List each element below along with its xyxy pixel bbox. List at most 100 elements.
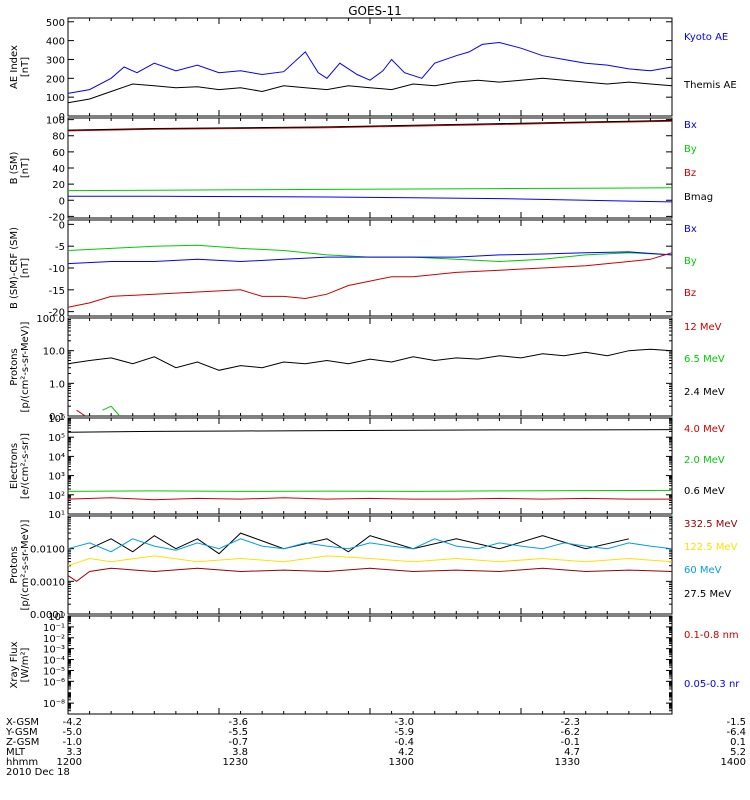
y-axis-label: [nT] bbox=[20, 258, 31, 278]
series-bz bbox=[67, 120, 673, 132]
legend-entry: Bx bbox=[684, 224, 697, 235]
y-tick-label: 60 bbox=[52, 148, 65, 159]
y-axis-label: [W/m²] bbox=[20, 647, 31, 682]
panel-frame bbox=[67, 317, 673, 417]
y-axis-label: B (SM) bbox=[9, 151, 20, 184]
y-axis-label: B (SM)-CRF (SM) bbox=[9, 227, 20, 309]
series-2-4-mev bbox=[67, 348, 673, 371]
axis-row-value: -0.4 bbox=[394, 737, 414, 748]
y-tick-label: 10⁴ bbox=[48, 452, 65, 463]
y-tick-label: 10⁻⁸ bbox=[43, 699, 65, 710]
y-tick-label: 0.0010 bbox=[30, 577, 65, 588]
panel-frame bbox=[67, 17, 673, 117]
axis-row-value: 3.3 bbox=[66, 747, 82, 758]
legend-entry: 0.1-0.8 nm bbox=[684, 630, 739, 641]
y-axis-label: Protons bbox=[9, 546, 20, 583]
axis-row-value: -2.3 bbox=[560, 717, 580, 728]
y-tick-label: 10⁻¹ bbox=[43, 623, 65, 634]
y-tick-label: 20 bbox=[52, 180, 65, 191]
legend-entry: 332.5 MeV bbox=[684, 519, 738, 530]
series-themis-ae bbox=[67, 77, 673, 104]
axis-row-value: 1230 bbox=[223, 757, 248, 768]
series-bz bbox=[67, 252, 673, 308]
legend-entry: 6.5 MeV bbox=[684, 354, 725, 365]
y-tick-label: 0 bbox=[59, 220, 65, 231]
axis-row-value: 1200 bbox=[57, 757, 82, 768]
panel-frame bbox=[67, 615, 673, 715]
axis-row-label: Z-GSM bbox=[6, 737, 39, 748]
legend-entry: Bz bbox=[684, 168, 696, 179]
axis-row-value: -5.9 bbox=[394, 727, 414, 738]
series-332-5-mev bbox=[67, 567, 673, 582]
axis-row-value: 0.1 bbox=[730, 737, 746, 748]
series-4-0-mev bbox=[67, 497, 672, 501]
y-axis-label: Electrons bbox=[9, 443, 20, 489]
y-tick-label: 300 bbox=[46, 55, 65, 66]
y-tick-label: 100 bbox=[46, 93, 65, 104]
legend-entry: By bbox=[684, 144, 697, 155]
legend-entry: 2.4 MeV bbox=[684, 387, 725, 398]
series-6-5-mev bbox=[102, 405, 121, 417]
series-12-mev bbox=[76, 409, 86, 417]
legend-entry: 60 MeV bbox=[684, 565, 722, 576]
legend-entry: Kyoto AE bbox=[684, 32, 728, 43]
series-27-5-mev bbox=[89, 532, 630, 555]
panel-hprotons: 0.0001 0.0010 0.0100 Protons [p/(cm²-s-sr-Me… bbox=[9, 515, 738, 621]
axis-row-label: Y-GSM bbox=[5, 727, 38, 738]
y-axis-label: [p/(cm²-s-sr-MeV)] bbox=[20, 321, 31, 412]
y-tick-label: 10⁻⁶ bbox=[43, 677, 65, 688]
y-tick-label: 10³ bbox=[48, 472, 65, 483]
y-tick-label: -20 bbox=[49, 308, 65, 319]
y-tick-label: 400 bbox=[46, 37, 65, 48]
y-axis-label: [nT] bbox=[20, 158, 31, 178]
y-tick-label: 100.0 bbox=[36, 314, 65, 325]
legend-entry: 122.5 MeV bbox=[684, 542, 738, 553]
legend-entry: Bx bbox=[684, 120, 697, 131]
axis-row-value: 1400 bbox=[721, 757, 746, 768]
panel-b: -20 0 20 40 60 80 100 B (SM) [nT] Bx By Bz Bmag bbox=[9, 116, 713, 224]
y-tick-label: 0.0100 bbox=[30, 545, 65, 556]
y-tick-label: 80 bbox=[52, 132, 65, 143]
legend-entry: 2.0 MeV bbox=[684, 455, 725, 466]
axis-row-value: 1300 bbox=[389, 757, 414, 768]
date-label: 2010 Dec 18 bbox=[6, 767, 70, 778]
legend-entry: Bmag bbox=[684, 192, 713, 203]
axis-row-value: -5.0 bbox=[62, 727, 82, 738]
y-axis-label: [e/(cm²-s-sr)] bbox=[20, 433, 31, 499]
y-axis-label: AE Index bbox=[9, 45, 20, 89]
series-0-6-mev bbox=[67, 429, 673, 433]
y-tick-label: 10⁻⁵ bbox=[43, 666, 65, 677]
panel-protons: 0.1 1.0 10.0 100.0 Protons [p/(cm²-s-sr-MeV)]… bbox=[9, 314, 725, 423]
y-tick-label: 0 bbox=[59, 196, 65, 207]
y-tick-label: -20 bbox=[49, 212, 65, 223]
legend-entry: Bz bbox=[684, 288, 696, 299]
y-tick-label: 1.0 bbox=[49, 379, 65, 390]
axis-row-value: -6.2 bbox=[560, 727, 580, 738]
axis-row-value: 4.7 bbox=[564, 747, 580, 758]
y-tick-label: 10.0 bbox=[43, 347, 65, 358]
axis-row-value: -0.1 bbox=[560, 737, 580, 748]
series-60-mev bbox=[67, 538, 673, 553]
axis-row-value: -5.5 bbox=[228, 727, 248, 738]
series-bmag bbox=[67, 119, 673, 131]
legend-entry: 4.0 MeV bbox=[684, 424, 725, 435]
axis-row-value: -3.0 bbox=[394, 717, 414, 728]
axis-row-label: hhmm bbox=[6, 757, 38, 768]
legend-entry: Themis AE bbox=[683, 80, 737, 91]
axis-row-value: -1.0 bbox=[62, 737, 82, 748]
y-tick-label: 200 bbox=[46, 74, 65, 85]
y-tick-label: -15 bbox=[49, 286, 65, 297]
y-tick-label: 10¹ bbox=[48, 510, 65, 521]
series-122-5-mev bbox=[67, 555, 673, 567]
y-tick-label: 10⁻³ bbox=[43, 645, 65, 656]
legend-entry: 0.6 MeV bbox=[684, 486, 725, 497]
axis-row-value: 4.2 bbox=[398, 747, 414, 758]
axis-row-value: 5.2 bbox=[730, 747, 746, 758]
series-by bbox=[67, 187, 673, 192]
panel-frame bbox=[67, 117, 673, 219]
plot-title: GOES-11 bbox=[348, 4, 402, 18]
y-tick-label: -5 bbox=[55, 242, 65, 253]
